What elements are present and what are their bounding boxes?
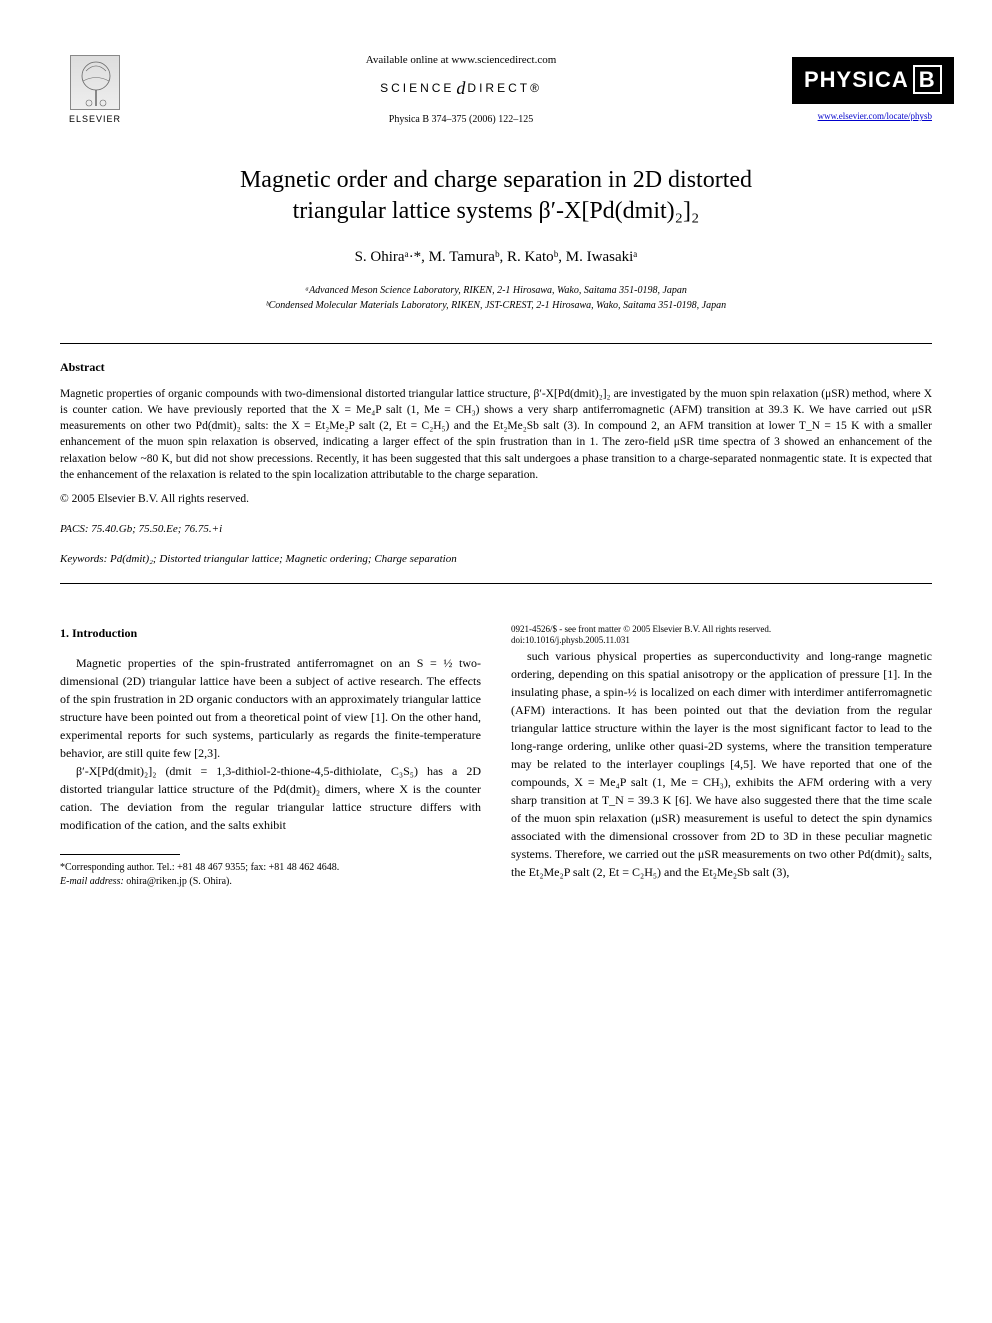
sd-left: SCIENCE bbox=[380, 81, 454, 95]
affiliations: ᵃAdvanced Meson Science Laboratory, RIKE… bbox=[60, 283, 932, 313]
title-line2: triangular lattice systems β′-X[Pd(dmit)… bbox=[293, 198, 700, 224]
title-line1: Magnetic order and charge separation in … bbox=[240, 167, 752, 193]
footer-issn: 0921-4526/$ - see front matter © 2005 El… bbox=[511, 624, 932, 636]
elsevier-logo: ELSEVIER bbox=[60, 50, 130, 130]
abstract-heading: Abstract bbox=[60, 359, 932, 376]
pacs: PACS: 75.40.Gb; 75.50.Ee; 76.75.+i bbox=[60, 522, 932, 537]
authors: S. Ohiraᵃ·*, M. Tamuraᵇ, R. Katoᵇ, M. Iw… bbox=[60, 247, 932, 268]
physica-b-icon: B bbox=[913, 65, 942, 94]
section1-para1: Magnetic properties of the spin-frustrat… bbox=[60, 654, 481, 762]
body-columns: 1. Introduction Magnetic properties of t… bbox=[60, 624, 932, 891]
science-direct-logo: SCIENCEdDIRECT® bbox=[130, 76, 792, 101]
journal-link[interactable]: www.elsevier.com/locate/physb bbox=[792, 110, 932, 123]
footnote-rule bbox=[60, 854, 180, 855]
article-title: Magnetic order and charge separation in … bbox=[60, 165, 932, 227]
footnote-corresponding: *Corresponding author. Tel.: +81 48 467 … bbox=[60, 861, 481, 875]
section1-heading: 1. Introduction bbox=[60, 624, 481, 642]
header-center: Available online at www.sciencedirect.co… bbox=[130, 53, 792, 128]
physica-logo: PHYSICAB www.elsevier.com/locate/physb bbox=[792, 57, 932, 122]
journal-reference: Physica B 374–375 (2006) 122–125 bbox=[130, 113, 792, 127]
abstract-text: Magnetic properties of organic compounds… bbox=[60, 386, 932, 483]
header-row: ELSEVIER Available online at www.science… bbox=[60, 50, 932, 130]
footnote-email-value: ohira@riken.jp (S. Ohira). bbox=[126, 876, 232, 887]
footer-info: 0921-4526/$ - see front matter © 2005 El… bbox=[511, 624, 932, 647]
footnote-email: E-mail address: ohira@riken.jp (S. Ohira… bbox=[60, 875, 481, 889]
physica-box: PHYSICAB bbox=[792, 57, 954, 104]
footnote-email-label: E-mail address: bbox=[60, 876, 124, 887]
divider-bottom bbox=[60, 583, 932, 584]
available-online-text: Available online at www.sciencedirect.co… bbox=[130, 53, 792, 68]
sd-at-icon: d bbox=[454, 78, 467, 98]
affiliation-a: ᵃAdvanced Meson Science Laboratory, RIKE… bbox=[60, 283, 932, 298]
footer-doi: doi:10.1016/j.physb.2005.11.031 bbox=[511, 635, 932, 647]
sd-right: DIRECT® bbox=[467, 81, 542, 95]
elsevier-tree-icon bbox=[70, 55, 120, 110]
elsevier-label: ELSEVIER bbox=[69, 113, 121, 126]
section1-para3: such various physical properties as supe… bbox=[511, 647, 932, 881]
keywords: Keywords: Pd(dmit)₂; Distorted triangula… bbox=[60, 552, 932, 567]
copyright: © 2005 Elsevier B.V. All rights reserved… bbox=[60, 491, 932, 507]
affiliation-b: ᵇCondensed Molecular Materials Laborator… bbox=[60, 298, 932, 313]
physica-label: PHYSICA bbox=[804, 67, 909, 92]
section1-para2: β′-X[Pd(dmit)₂]₂ (dmit = 1,3-dithiol-2-t… bbox=[60, 762, 481, 834]
divider-top bbox=[60, 343, 932, 344]
